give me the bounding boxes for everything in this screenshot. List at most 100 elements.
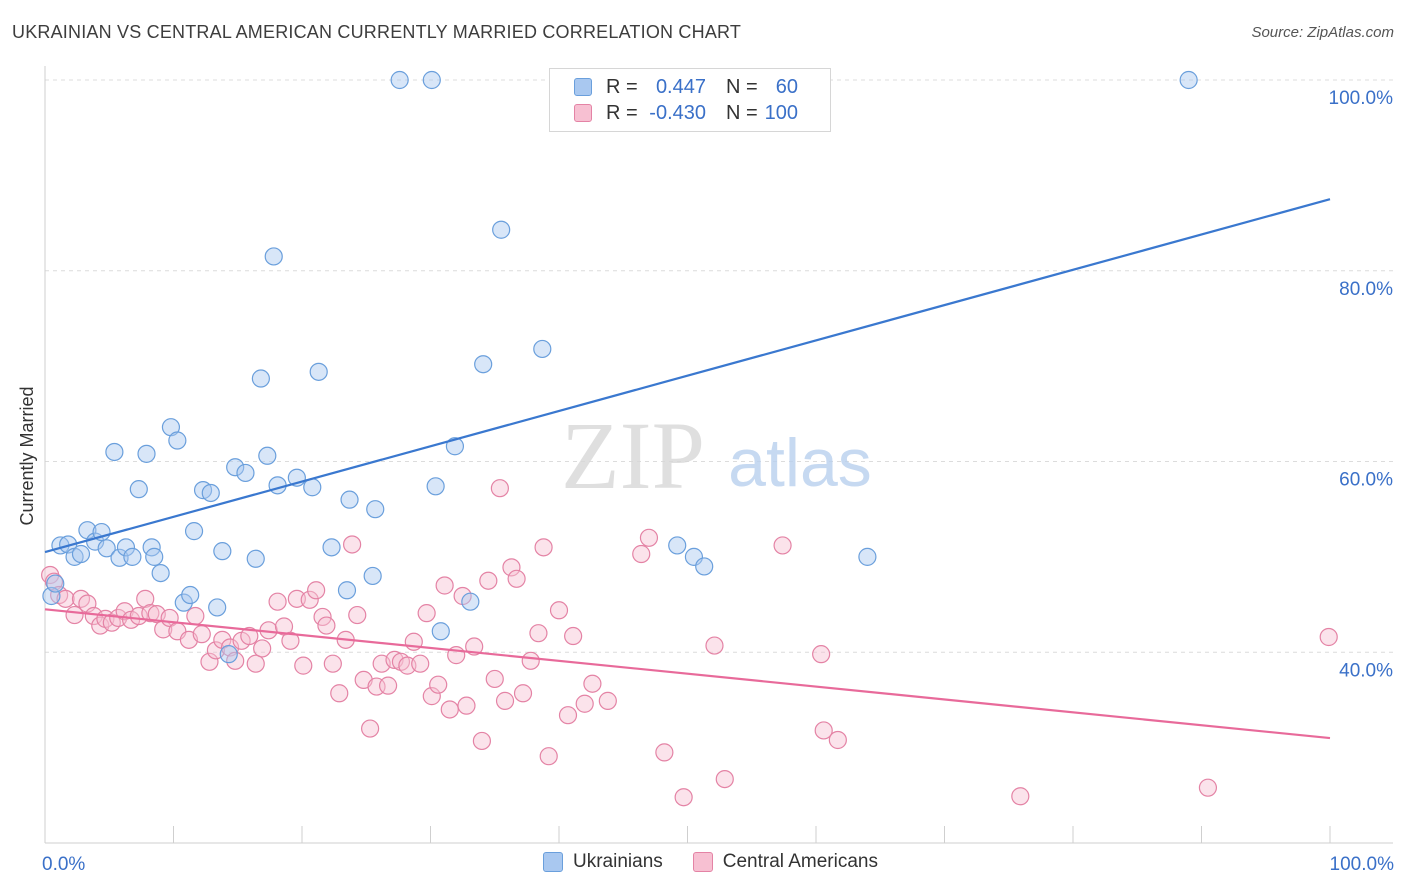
central-americans-point (674, 788, 693, 807)
ukrainians-point (213, 542, 232, 561)
central-americans-point (192, 625, 211, 644)
central-americans-point (246, 654, 265, 673)
ukrainians-point (46, 574, 65, 593)
central-americans-point (343, 535, 362, 554)
central-americans-point (583, 674, 602, 693)
y-tick-labels: 40.0% 60.0% 80.0% 100.0% (1329, 88, 1394, 681)
central-americans-point (313, 607, 332, 627)
central-americans-point (435, 576, 454, 595)
central-americans-point (422, 687, 441, 706)
central-americans-point (200, 652, 219, 671)
central-americans-point (558, 706, 578, 725)
central-americans-point (186, 606, 205, 626)
central-americans-point (513, 684, 533, 703)
central-americans-point (575, 694, 594, 713)
central-americans-point (812, 645, 831, 664)
r-label: R = (606, 101, 638, 124)
ukrainians-point (426, 477, 445, 496)
ukrainians-point (1179, 70, 1198, 90)
ukrainians-point (340, 490, 359, 509)
ukrainians-point (97, 539, 116, 558)
ukrainians-point (137, 444, 156, 463)
ukrainians-point (858, 547, 877, 566)
central-americans-point (1011, 787, 1030, 806)
central-americans-point (485, 669, 504, 689)
legend-row-ukrainians: R = 0.447 N = 60 (574, 73, 798, 101)
ukrainians-point (251, 369, 270, 388)
n-value: 100 (764, 101, 798, 124)
ukrainians-point (219, 645, 238, 664)
ukrainians-point (322, 538, 341, 557)
y-tick-label: 40.0% (1339, 660, 1393, 681)
watermark-atlas: atlas (728, 425, 872, 501)
ukrainians-point (431, 622, 450, 641)
ukrainians-point (474, 355, 493, 374)
central-americans-point (539, 747, 558, 766)
ukrainians-point (533, 339, 552, 359)
central-americans-point (632, 544, 651, 564)
ukrainians-point (184, 522, 204, 541)
central-americans-trend-line (44, 608, 1331, 740)
ukrainians-point (201, 483, 220, 503)
central-americans-point (521, 651, 540, 670)
ukrainians-point (695, 557, 714, 576)
central-americans-point (378, 676, 398, 695)
central-americans-point (705, 636, 724, 655)
central-americans-point (220, 638, 240, 657)
ukrainians-point (129, 480, 148, 499)
ukrainians-point (174, 593, 193, 612)
n-label: N = (726, 75, 758, 98)
r-value: 0.447 (655, 75, 706, 98)
central-americans-point (534, 538, 553, 557)
legend-swatch-blue (543, 852, 563, 872)
central-americans-point (773, 536, 792, 555)
ukrainians-point (226, 458, 245, 477)
n-label: N = (726, 101, 758, 124)
legend-label: Ukrainians (573, 851, 663, 872)
central-americans-point (307, 581, 326, 600)
central-americans-point (457, 696, 476, 715)
ukrainians-point (390, 70, 409, 90)
central-americans-point (655, 743, 674, 762)
central-americans-points (41, 479, 1338, 807)
ukrainians-point (110, 548, 129, 567)
r-label: R = (606, 75, 638, 98)
correlation-legend: R = 0.447 N = 60 R = -0.430 N = 100 (549, 68, 831, 132)
ukrainians-point (145, 547, 164, 566)
central-americans-point (495, 691, 515, 710)
central-americans-point (715, 769, 734, 789)
y-tick-label: 100.0% (1329, 88, 1394, 109)
ukrainians-point (258, 446, 277, 465)
legend-item-central-americans[interactable]: Central Americans (692, 851, 878, 873)
ukrainians-point (208, 598, 227, 617)
central-americans-point (226, 651, 245, 670)
central-americans-point (1198, 778, 1218, 797)
central-americans-point (300, 590, 319, 609)
y-axis-label: Currently Married (17, 386, 37, 525)
central-americans-point (361, 719, 380, 738)
ukrainians-point (363, 566, 382, 586)
central-americans-point (317, 616, 336, 635)
central-americans-point (294, 656, 313, 675)
central-americans-point (828, 730, 847, 750)
legend-item-ukrainians[interactable]: Ukrainians (543, 851, 663, 873)
r-value: -0.430 (649, 101, 706, 124)
central-americans-point (440, 700, 459, 719)
ukrainians-point (422, 70, 441, 90)
central-americans-point (529, 624, 548, 643)
central-americans-point (1319, 627, 1338, 647)
ukrainians-point (116, 538, 136, 557)
legend-row-central-americans: R = -0.430 N = 100 (574, 99, 798, 127)
ukrainians-point (461, 592, 480, 611)
central-americans-point (348, 605, 367, 625)
central-americans-point (479, 571, 498, 590)
ukrainians-point (264, 247, 283, 266)
ukrainians-point (668, 536, 687, 555)
central-americans-point (490, 479, 509, 498)
central-americans-point (429, 675, 448, 694)
central-americans-point (502, 558, 521, 577)
ukrainians-point (337, 581, 357, 600)
x-tick-label-max: 100.0% (1330, 854, 1395, 875)
central-americans-point (417, 604, 436, 623)
central-americans-point (323, 654, 342, 673)
